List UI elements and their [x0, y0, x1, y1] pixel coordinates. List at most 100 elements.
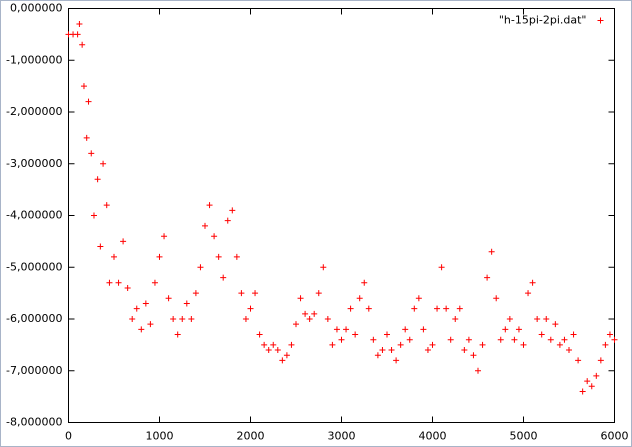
data-point — [479, 341, 486, 348]
data-point — [197, 264, 204, 271]
data-point — [329, 341, 336, 348]
data-point — [438, 264, 445, 271]
y-tick-label: -2,000000 — [6, 105, 62, 118]
data-point — [97, 243, 104, 250]
data-point — [306, 316, 313, 322]
x-tick-label: 5000 — [510, 430, 538, 443]
data-point — [525, 290, 532, 297]
data-point — [529, 279, 536, 286]
data-point — [570, 331, 577, 338]
data-point — [80, 83, 87, 90]
data-point — [456, 305, 463, 312]
data-point — [429, 341, 436, 348]
data-point — [293, 321, 299, 328]
data-point — [265, 347, 272, 354]
data-point — [611, 336, 618, 343]
x-tick-label: 1000 — [146, 430, 174, 443]
data-point — [497, 336, 504, 343]
data-point — [129, 316, 136, 322]
x-tick-label: 2000 — [237, 430, 265, 443]
data-point — [133, 305, 140, 312]
data-point — [256, 331, 263, 338]
data-point — [206, 202, 213, 209]
data-point — [584, 378, 591, 385]
data-point — [83, 134, 90, 141]
data-point — [338, 336, 345, 343]
data-point — [151, 279, 158, 286]
data-point — [415, 295, 422, 302]
data-point — [79, 41, 86, 48]
data-point — [356, 295, 363, 302]
y-tick-label: -8,000000 — [6, 416, 62, 429]
data-point — [252, 290, 259, 297]
data-point — [111, 253, 117, 260]
data-point — [447, 336, 454, 343]
data-point — [488, 248, 495, 255]
data-point — [470, 352, 477, 359]
data-point — [229, 207, 236, 214]
data-point — [402, 326, 409, 333]
data-point — [179, 316, 186, 322]
data-point — [76, 21, 83, 28]
data-point — [161, 233, 168, 240]
data-point — [566, 347, 572, 354]
data-point — [302, 310, 309, 317]
data-point — [211, 233, 218, 240]
data-point — [138, 326, 145, 333]
data-point — [343, 326, 350, 333]
data-point — [315, 290, 322, 297]
data-point — [85, 98, 92, 105]
y-tick-label: -3,000000 — [6, 157, 62, 170]
data-point — [202, 222, 208, 229]
data-point — [297, 295, 304, 302]
data-point — [165, 295, 172, 302]
y-tick-label: -5,000000 — [6, 260, 62, 273]
data-point — [606, 331, 613, 338]
data-point — [397, 341, 404, 348]
data-point — [484, 274, 491, 281]
data-point — [374, 352, 381, 359]
data-point — [188, 316, 195, 322]
data-point — [365, 305, 372, 312]
data-point — [493, 295, 500, 302]
data-point — [443, 305, 450, 312]
data-point — [274, 347, 281, 354]
data-point — [88, 150, 95, 157]
x-tick-label: 4000 — [419, 430, 447, 443]
data-point — [552, 321, 559, 328]
data-point — [475, 367, 481, 374]
data-point — [452, 316, 459, 322]
data-point — [283, 352, 290, 359]
y-tick-label: -7,000000 — [6, 364, 62, 377]
data-point — [593, 372, 600, 379]
data-point — [311, 310, 318, 317]
data-point — [393, 357, 400, 364]
data-point — [406, 336, 413, 343]
data-point — [511, 336, 518, 343]
data-point — [411, 305, 418, 312]
data-point — [247, 305, 254, 312]
data-point — [279, 357, 286, 364]
data-point — [538, 331, 545, 338]
data-point — [106, 279, 113, 286]
x-tick-label: 3000 — [328, 430, 356, 443]
data-point — [74, 31, 81, 38]
data-point — [170, 316, 177, 322]
data-point — [288, 341, 295, 348]
data-point — [561, 336, 568, 343]
data-point — [242, 316, 249, 322]
data-point — [370, 336, 377, 343]
data-point — [465, 336, 472, 343]
data-point — [333, 326, 340, 333]
data-point — [515, 326, 522, 333]
data-point — [506, 316, 513, 322]
data-point — [597, 357, 604, 364]
data-point — [142, 300, 149, 307]
data-point — [233, 253, 240, 260]
data-point — [115, 279, 122, 286]
data-point — [388, 347, 395, 354]
data-point — [270, 341, 277, 348]
data-point — [120, 238, 127, 245]
